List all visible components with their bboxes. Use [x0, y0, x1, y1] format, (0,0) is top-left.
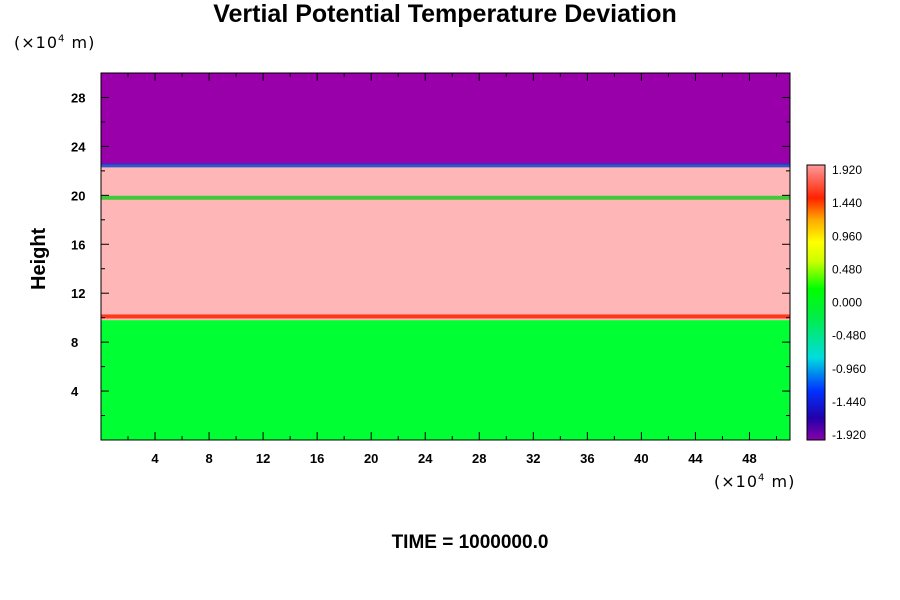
y-unit-suffix: m)	[65, 33, 96, 52]
y-axis-unit: (×104 m)	[14, 33, 95, 52]
plot-frame	[100, 72, 791, 441]
x-tick-label: 16	[310, 451, 324, 466]
colorbar-label: -1.920	[832, 428, 866, 442]
colorbar-label: -1.440	[832, 395, 866, 409]
colorbar	[806, 164, 826, 441]
value-band-0	[101, 320, 790, 440]
x-tick-label: 40	[634, 451, 648, 466]
x-tick-label: 28	[472, 451, 486, 466]
x-unit-exponent: 4	[758, 472, 766, 484]
y-tick-label: 16	[71, 237, 85, 252]
x-tick-label: 12	[256, 451, 270, 466]
colorbar-labels: 1.920 1.440 0.960 0.480 0.000 -0.480 -0.960 -1.…	[832, 163, 866, 442]
x-tick-label: 20	[364, 451, 378, 466]
y-tick-label: 28	[71, 90, 85, 105]
x-tick-label: 36	[580, 451, 594, 466]
y-tick-label: 12	[71, 286, 85, 301]
time-label: TIME = 1000000.0	[391, 532, 549, 553]
y-tick-label: 8	[71, 335, 78, 350]
x-axis: 4 8 12 16 20 24 28 32 36 40 44 48	[127, 73, 777, 466]
colorbar-label: -0.960	[832, 362, 866, 376]
colorbar-label: -0.480	[832, 329, 866, 343]
x-tick-label: 44	[688, 451, 703, 466]
interface-band-2	[101, 163, 790, 168]
colorbar-label: 0.480	[832, 262, 862, 276]
value-band-2	[101, 73, 790, 165]
x-tick-label: 4	[151, 451, 159, 466]
interface-band-0	[101, 314, 790, 319]
x-unit-prefix: (×10	[714, 472, 759, 491]
y-tick-label: 20	[71, 188, 85, 203]
y-tick-label: 4	[71, 384, 79, 399]
x-unit-suffix: m)	[765, 472, 796, 491]
chart-title: Vertial Potential Temperature Deviation	[213, 0, 677, 28]
y-unit-prefix: (×10	[14, 33, 59, 52]
x-tick-label: 24	[418, 451, 433, 466]
colorbar-label: 0.000	[832, 296, 862, 310]
x-axis-unit: (×104 m)	[714, 472, 795, 491]
colorbar-label: 0.960	[832, 229, 862, 243]
value-band-1	[101, 164, 790, 321]
interface-band-1	[101, 195, 790, 200]
x-tick-label: 48	[742, 451, 756, 466]
y-axis: 4 8 12 16 20 24 28	[71, 90, 790, 417]
y-tick-label: 24	[71, 139, 86, 154]
colorbar-label: 1.920	[832, 163, 862, 177]
band-layer	[101, 73, 790, 440]
x-tick-label: 8	[205, 451, 212, 466]
y-unit-exponent: 4	[58, 33, 66, 45]
colorbar-label: 1.440	[832, 196, 862, 210]
x-tick-label: 32	[526, 451, 540, 466]
interface-layer	[101, 163, 790, 319]
